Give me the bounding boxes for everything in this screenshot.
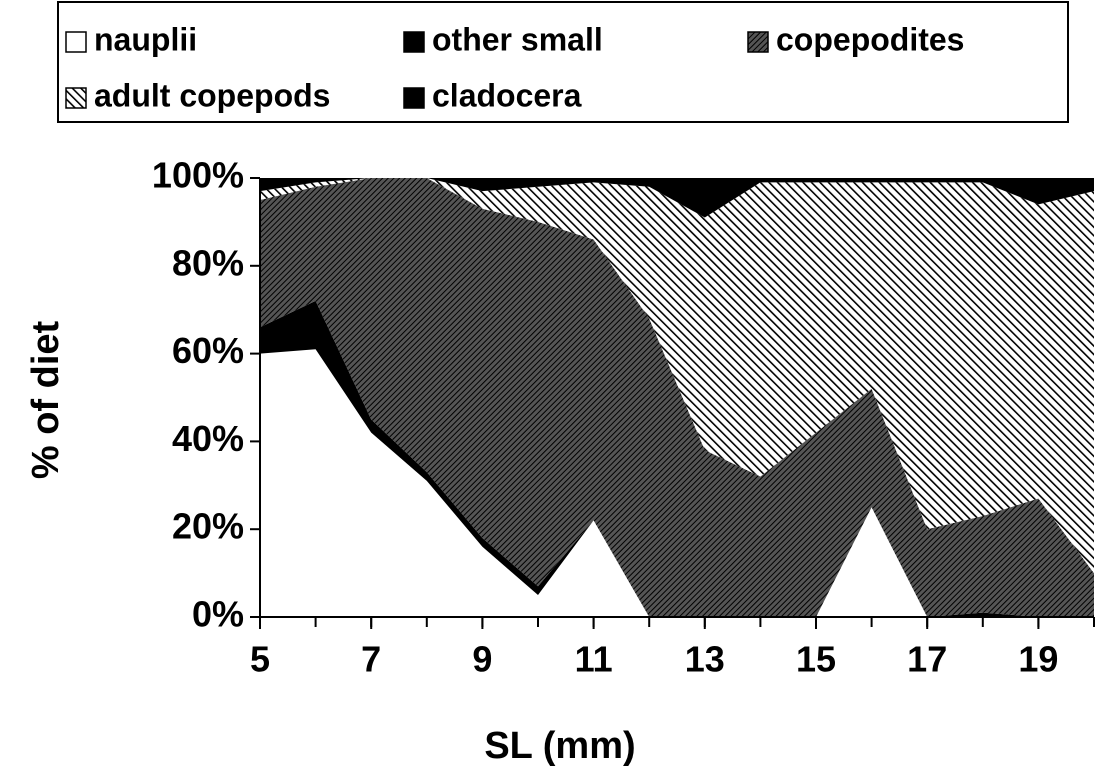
legend-swatch (403, 87, 425, 109)
y-tick-label: 80% (172, 242, 244, 283)
y-tick-label: 100% (152, 155, 244, 196)
legend-label: copepodites (776, 21, 964, 57)
x-tick-label: 11 (575, 639, 613, 680)
area (260, 349, 1094, 617)
x-tick-label: 17 (907, 639, 947, 680)
y-tick-label: 0% (192, 594, 244, 635)
legend-label: other small (432, 21, 603, 57)
x-axis-title: SL (mm) (484, 725, 635, 767)
area (260, 178, 1094, 218)
x-tick-label: 9 (472, 639, 492, 680)
legend-label: adult copepods (94, 77, 330, 113)
legend-swatch (65, 31, 87, 53)
legend-box (57, 1, 1069, 123)
x-tick-label: 15 (796, 639, 836, 680)
legend-swatch (403, 31, 425, 53)
legend-swatch (747, 31, 769, 53)
y-tick-label: 40% (172, 418, 244, 459)
x-tick-label: 7 (361, 639, 381, 680)
legend-swatch (65, 87, 87, 109)
x-tick-label: 5 (250, 639, 270, 680)
y-tick-label: 60% (172, 330, 244, 371)
legend-label: nauplii (94, 21, 197, 57)
x-tick-label: 13 (685, 639, 725, 680)
area (260, 178, 1094, 574)
x-tick-label: 19 (1018, 639, 1058, 680)
legend-label: cladocera (432, 77, 582, 113)
area (260, 178, 1094, 617)
y-tick-label: 20% (172, 506, 244, 547)
y-axis-title: % of diet (25, 320, 67, 479)
